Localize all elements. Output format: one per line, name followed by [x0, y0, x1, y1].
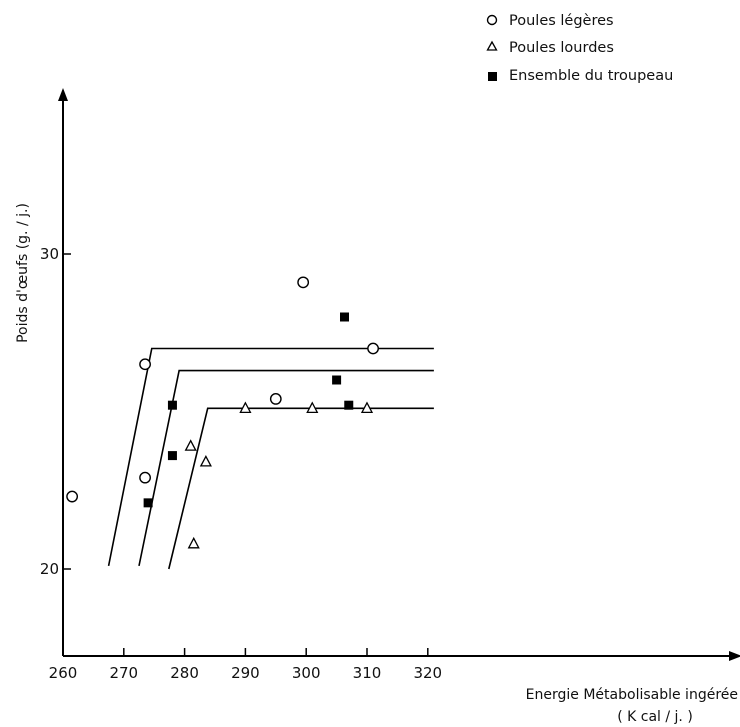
- data-point-triangle: [360, 401, 374, 414]
- fit-lines: [107, 347, 434, 570]
- fit-line: [107, 347, 434, 567]
- x-tick-label: 310: [353, 664, 382, 682]
- x-ticks: 260 270 280 290 300 310 320: [49, 648, 442, 682]
- data-point-circle: [139, 471, 151, 484]
- data-point-circle: [139, 358, 151, 371]
- y-tick-label: 30: [40, 245, 59, 263]
- data-point-circle: [297, 276, 310, 289]
- x-axis-arrow: [729, 651, 740, 661]
- data-point-square: [167, 400, 177, 410]
- data-point-circle: [367, 342, 379, 355]
- legend-item-ensemble-du-troupeau: Ensemble du troupeau: [488, 68, 673, 84]
- legend-marker-square: [488, 72, 497, 81]
- legend-item-poules-legeres: Poules légères: [486, 13, 614, 29]
- data-point-circle: [269, 392, 282, 405]
- x-tick-label: 300: [292, 664, 321, 682]
- data-point-triangle: [187, 536, 200, 549]
- y-tick-label: 20: [40, 560, 59, 578]
- x-axis-label: Energie Métabolisable ingérée: [526, 687, 738, 703]
- legend-marker-circle: [486, 14, 498, 26]
- fit-line: [138, 369, 434, 567]
- x-tick-label: 320: [413, 664, 442, 682]
- x-tick-label: 260: [49, 664, 78, 682]
- data-point-square: [332, 375, 342, 385]
- data-point-triangle: [239, 401, 252, 414]
- axes: [58, 88, 740, 661]
- data-point-triangle: [184, 439, 197, 451]
- data-point-triangle: [199, 455, 212, 467]
- legend-label: Ensemble du troupeau: [509, 68, 673, 84]
- legend-label: Poules légères: [509, 13, 614, 29]
- data-point-square: [143, 498, 153, 508]
- data-point-square: [340, 312, 350, 322]
- data-point-square: [167, 451, 177, 461]
- data-point-circle: [66, 490, 79, 503]
- fit-line: [168, 407, 434, 570]
- x-tick-label: 270: [109, 664, 138, 682]
- y-axis-arrow: [58, 88, 68, 101]
- y-axis-label: Poids d'œufs (g. / j.): [15, 203, 31, 343]
- x-tick-label: 280: [170, 664, 199, 682]
- data-point-square: [344, 400, 354, 410]
- legend: Poules légères Poules lourdes Ensemble d…: [486, 13, 673, 84]
- legend-item-poules-lourdes: Poules lourdes: [486, 40, 614, 56]
- x-tick-label: 290: [231, 664, 260, 682]
- legend-marker-triangle: [486, 40, 498, 51]
- legend-label: Poules lourdes: [509, 40, 614, 56]
- data-point-triangle: [306, 401, 319, 414]
- x-axis-label-units: ( K cal / j. ): [617, 709, 693, 725]
- data-points: [66, 276, 379, 549]
